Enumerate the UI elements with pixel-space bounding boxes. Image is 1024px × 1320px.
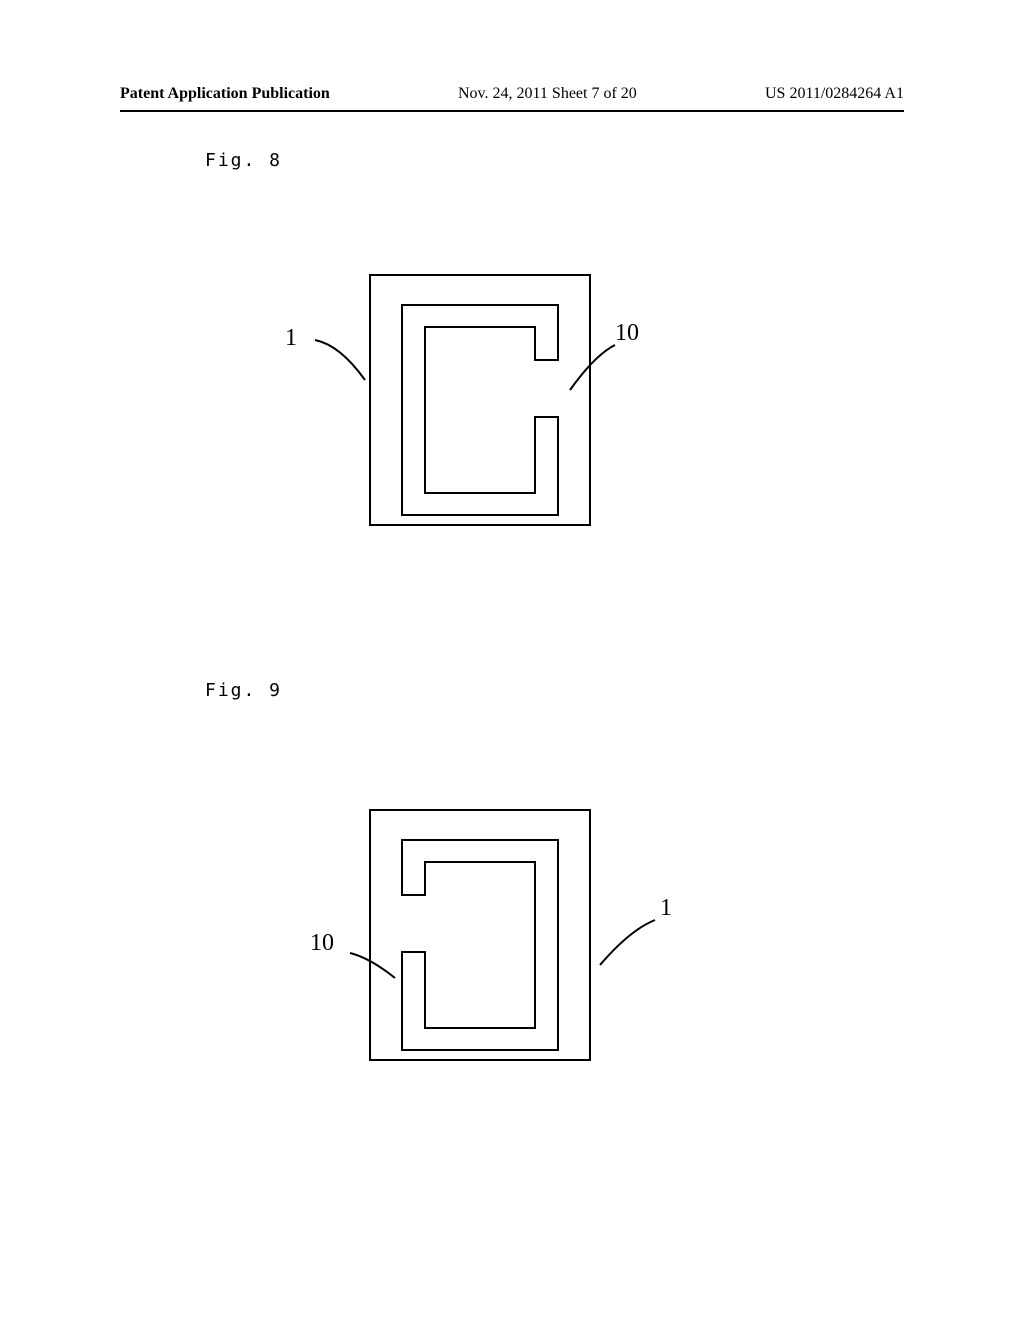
fig9-leader-left [345, 948, 405, 988]
figure-9-label: Fig. 9 [205, 680, 282, 701]
header-publication: Patent Application Publication [120, 85, 330, 103]
header-date-sheet: Nov. 24, 2011 Sheet 7 of 20 [458, 85, 637, 103]
figure-8-diagram: 1 10 [340, 265, 620, 540]
page-header: Patent Application Publication Nov. 24, … [0, 85, 1024, 103]
fig8-leader-left [310, 335, 370, 385]
fig9-leader-right [595, 915, 665, 975]
fig8-leader-right [565, 340, 625, 400]
header-patent-number: US 2011/0284264 A1 [765, 85, 904, 103]
figure-8-label: Fig. 8 [205, 150, 282, 171]
fig8-annotation-1: 1 [285, 325, 297, 352]
fig9-annotation-10: 10 [310, 930, 334, 957]
header-divider [120, 110, 904, 112]
figure-9-diagram: 10 1 [340, 800, 620, 1075]
